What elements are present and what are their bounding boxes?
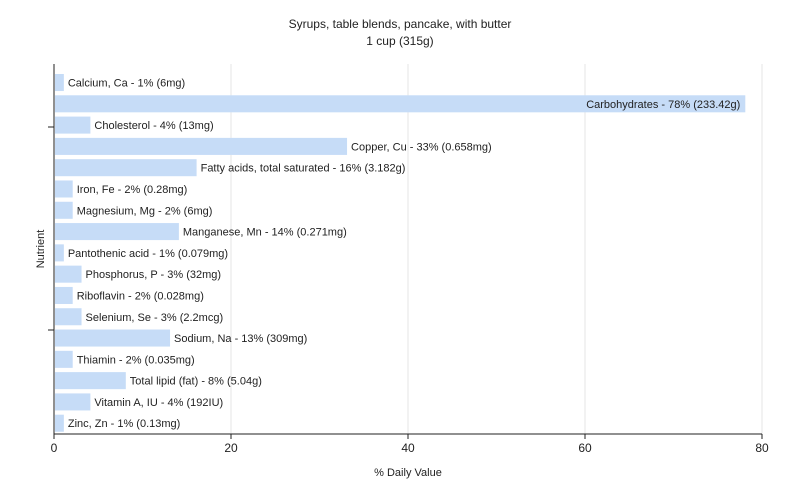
bar-label: Sodium, Na - 13% (309mg) xyxy=(174,333,307,345)
x-axis-title: % Daily Value xyxy=(374,467,442,479)
bar-label: Thiamin - 2% (0.035mg) xyxy=(77,354,195,366)
bar-label: Riboflavin - 2% (0.028mg) xyxy=(77,290,204,302)
bar-label: Iron, Fe - 2% (0.28mg) xyxy=(77,184,188,196)
x-tick-label: 40 xyxy=(401,441,415,455)
bar xyxy=(55,244,64,262)
x-tick-label: 80 xyxy=(755,441,769,455)
bar xyxy=(55,180,73,198)
x-tick-label: 0 xyxy=(51,441,58,455)
bar xyxy=(55,137,348,155)
bar-label: Phosphorus, P - 3% (32mg) xyxy=(86,269,222,281)
bar-label: Total lipid (fat) - 8% (5.04g) xyxy=(130,376,262,388)
bar-label: Cholesterol - 4% (13mg) xyxy=(94,120,213,132)
bar xyxy=(55,116,91,134)
bar xyxy=(55,223,179,241)
bar-label: Fatty acids, total saturated - 16% (3.18… xyxy=(201,163,406,175)
bar xyxy=(55,265,82,283)
y-axis-title: Nutrient xyxy=(35,230,47,269)
bar xyxy=(55,201,73,219)
bar-label: Pantothenic acid - 1% (0.079mg) xyxy=(68,248,228,260)
grid-lines xyxy=(230,64,763,434)
bar xyxy=(55,372,126,390)
bar-label: Copper, Cu - 33% (0.658mg) xyxy=(351,141,492,153)
axes: 0 20 40 60 80 xyxy=(48,64,769,455)
x-tick-label: 20 xyxy=(224,441,238,455)
bar xyxy=(55,308,82,326)
bar-label: Calcium, Ca - 1% (6mg) xyxy=(68,78,185,90)
chart-subtitle: 1 cup (315g) xyxy=(366,34,433,48)
bar xyxy=(55,95,746,113)
bars: Calcium, Ca - 1% (6mg) Carbohydrates - 78… xyxy=(55,74,746,432)
bar-label: Vitamin A, IU - 4% (192IU) xyxy=(94,397,223,409)
bar xyxy=(55,329,171,347)
bar-label: Magnesium, Mg - 2% (6mg) xyxy=(77,205,213,217)
bar xyxy=(55,159,197,177)
chart-title: Syrups, table blends, pancake, with butt… xyxy=(289,17,512,31)
bar-label: Zinc, Zn - 1% (0.13mg) xyxy=(68,418,180,430)
bar-label: Selenium, Se - 3% (2.2mcg) xyxy=(86,312,224,324)
bar xyxy=(55,286,73,304)
bar-label: Carbohydrates - 78% (233.42g) xyxy=(586,99,740,111)
bar xyxy=(55,414,64,432)
bar xyxy=(55,393,91,411)
bar xyxy=(55,74,64,92)
x-tick-label: 60 xyxy=(578,441,592,455)
bar xyxy=(55,350,73,368)
bar-label: Manganese, Mn - 14% (0.271mg) xyxy=(183,227,347,239)
